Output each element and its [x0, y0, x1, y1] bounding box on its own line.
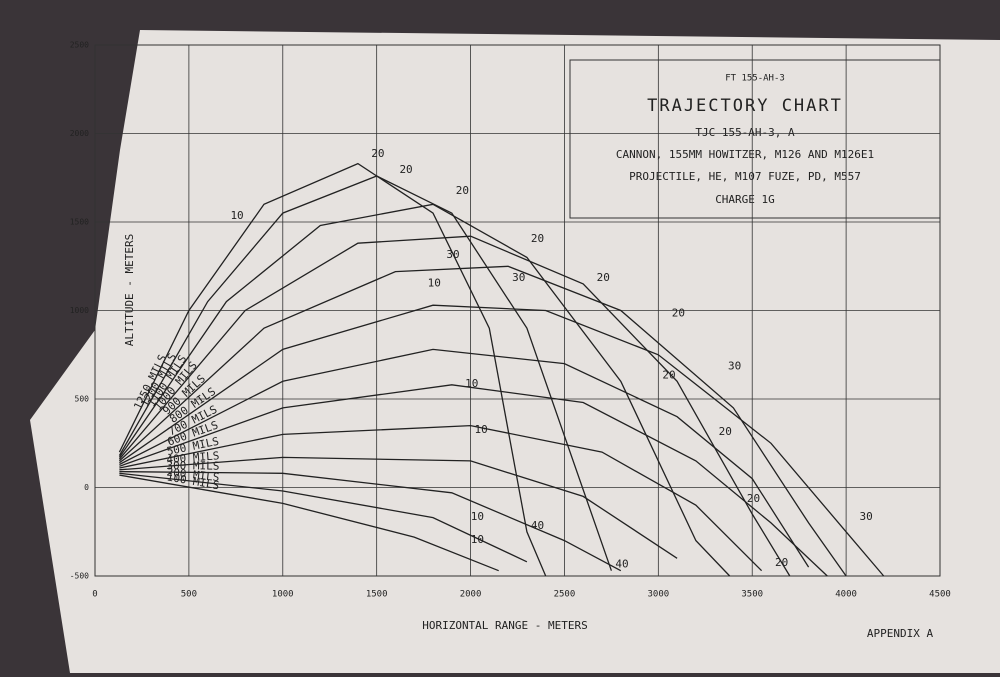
y-tick-label: -500: [70, 572, 89, 581]
time-label: 40: [615, 558, 628, 571]
series-label: 200 MILS: [166, 465, 220, 484]
y-tick-label: 1000: [70, 306, 89, 315]
time-label: 20: [672, 306, 685, 319]
series-label: 400 MILS: [166, 449, 220, 466]
y-tick-label: 500: [75, 395, 90, 404]
x-tick-label: 0: [92, 590, 97, 600]
trajectory: [118, 175, 613, 571]
time-label: 30: [446, 248, 459, 261]
x-tick-label: 2500: [554, 590, 576, 600]
trajectory: [119, 424, 763, 572]
time-label: 20: [371, 147, 384, 160]
time-label: 10: [428, 276, 441, 289]
y-tick-label: 2000: [70, 129, 89, 138]
trajectory: [119, 470, 622, 572]
trajectory: [119, 456, 678, 559]
time-label: 20: [719, 425, 732, 438]
subtitle: CHARGE 1G: [715, 193, 775, 206]
trajectory: [118, 235, 791, 577]
trajectory: [119, 384, 828, 577]
x-tick-label: 500: [181, 590, 197, 600]
time-label: 10: [475, 423, 488, 436]
time-label: 20: [531, 232, 544, 245]
x-tick-label: 3000: [647, 590, 669, 600]
chart-title: TRAJECTORY CHART: [647, 96, 843, 116]
time-label: 30: [860, 510, 873, 523]
x-tick-label: 4500: [929, 590, 951, 600]
subtitle: TJC 155-AH-3, A: [695, 126, 795, 139]
y-tick-label: 0: [84, 483, 89, 492]
x-tick-label: 1000: [272, 590, 294, 600]
trajectory: [119, 304, 885, 577]
time-label: 30: [728, 359, 741, 372]
time-label: 10: [230, 209, 243, 222]
x-tick-label: 3500: [741, 590, 763, 600]
time-label: 10: [471, 533, 484, 546]
time-label: 20: [747, 492, 760, 505]
time-label: 20: [399, 163, 412, 176]
time-label: 20: [597, 271, 610, 284]
trajectory: [119, 472, 528, 563]
y-tick-label: 1500: [70, 218, 89, 227]
trajectory: [118, 265, 847, 577]
trajectory: [119, 474, 499, 572]
x-tick-label: 2000: [460, 590, 482, 600]
header: FT 155-AH-3: [725, 74, 785, 84]
trajectory: [118, 162, 547, 577]
time-label: 20: [456, 184, 469, 197]
time-label: 20: [775, 556, 788, 569]
trajectory: [119, 348, 810, 568]
x-tick-label: 1500: [366, 590, 388, 600]
trajectory: [118, 203, 731, 577]
time-label: 20: [662, 368, 675, 381]
x-tick-label: 4000: [835, 590, 857, 600]
subtitle: PROJECTILE, HE, M107 FUZE, PD, M557: [629, 170, 861, 183]
series-label: 300 MILS: [166, 459, 219, 473]
subtitle: CANNON, 155MM HOWITZER, M126 AND M126E1: [616, 148, 874, 161]
x-axis-label: HORIZONTAL RANGE - METERS: [422, 619, 588, 632]
y-tick-label: 2500: [70, 41, 89, 50]
time-label: 30: [512, 271, 525, 284]
time-label: 10: [471, 510, 484, 523]
y-axis-label: ALTITUDE - METERS: [123, 234, 136, 347]
time-label: 40: [531, 519, 544, 532]
footer: APPENDIX A: [867, 627, 934, 640]
time-label: 10: [465, 377, 478, 390]
